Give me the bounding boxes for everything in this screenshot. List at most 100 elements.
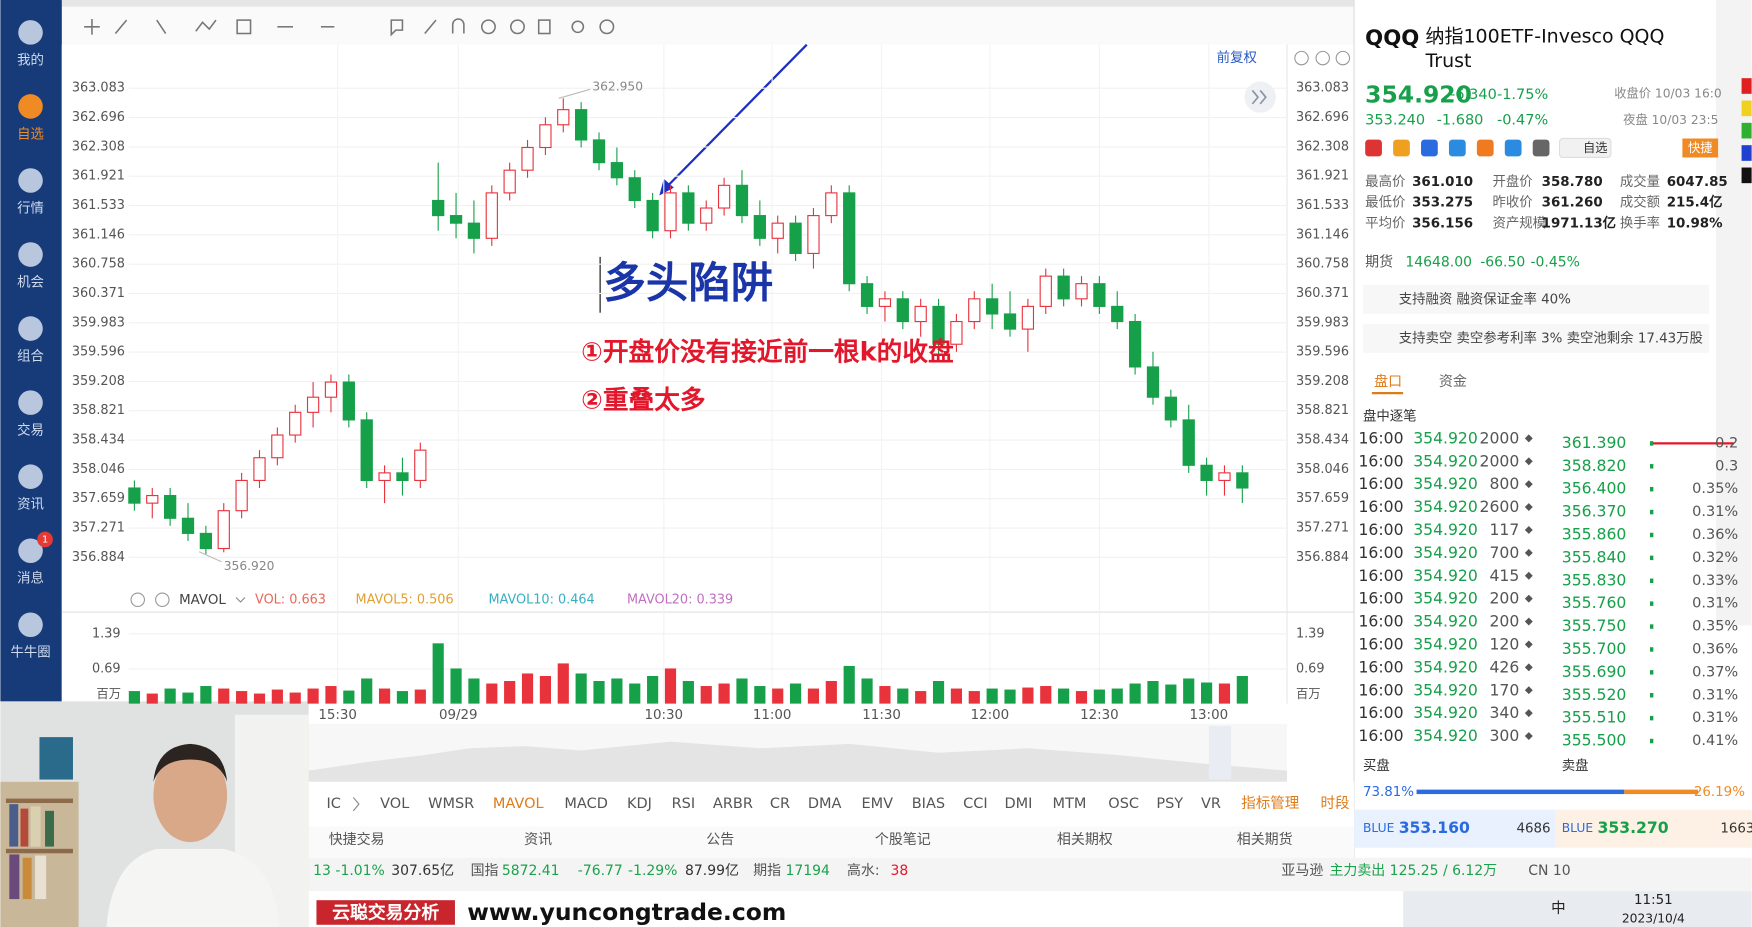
indicator-tab[interactable]: IC	[327, 796, 341, 812]
candle-body	[968, 298, 981, 323]
chart-area	[61, 44, 1355, 782]
indicator-tab[interactable]: MAVOL	[493, 796, 544, 812]
ime: 中	[1551, 900, 1566, 917]
book-pct: 0.31%	[1692, 504, 1738, 520]
x-tick-label: 11:30	[862, 708, 901, 723]
book-pct: 0.37%	[1692, 664, 1738, 680]
candle-body	[235, 479, 248, 512]
bottom-tab[interactable]: 相关期权	[1057, 832, 1113, 848]
indicator-tab[interactable]: OSC	[1108, 796, 1139, 812]
indicator-tab[interactable]: MTM	[1052, 796, 1086, 812]
trade-volume: 415	[1489, 566, 1519, 585]
feature-icon[interactable]	[1365, 139, 1382, 157]
annotation-note: ①开盘价没有接近前一根k的收盘	[581, 336, 954, 367]
trade-price: 354.920	[1413, 589, 1478, 608]
candle-body	[128, 487, 141, 504]
adjust-label[interactable]: 前复权	[1217, 49, 1257, 66]
watch-button[interactable]	[1558, 137, 1612, 159]
ask-bar	[1624, 789, 1699, 795]
trade-time: 16:00	[1358, 612, 1403, 631]
y-tick-label-right: 360.371	[1296, 286, 1349, 301]
price: 354.920	[1365, 81, 1472, 109]
indicator-tab[interactable]: PSY	[1156, 796, 1183, 812]
volume-bar	[1147, 681, 1159, 704]
feature-icon[interactable]	[1421, 139, 1438, 157]
tab-chevron[interactable]	[352, 797, 360, 812]
y-tick-label-right: 362.308	[1296, 139, 1349, 154]
feature-icon[interactable]	[1504, 139, 1522, 157]
feature-icon[interactable]	[1532, 139, 1550, 157]
indicator-tab[interactable]: MACD	[564, 796, 607, 812]
indicator-tab[interactable]: DMI	[1004, 796, 1032, 812]
book-tick	[1649, 670, 1654, 675]
feature-icon[interactable]	[1393, 139, 1410, 157]
low-label: 356.920	[224, 559, 275, 573]
indicator-name: MAVOL	[179, 593, 226, 608]
sidebar-icon[interactable]	[18, 464, 43, 489]
indicator-tab[interactable]: CCI	[963, 796, 988, 812]
high-leader	[558, 88, 591, 99]
indicator-tab[interactable]: VOL	[380, 796, 409, 812]
stat-label: 平均价	[1365, 215, 1405, 231]
indicator-tab[interactable]: CR	[770, 796, 790, 812]
indicator-tab[interactable]: KDJ	[627, 796, 652, 812]
sidebar-icon[interactable]	[18, 316, 43, 341]
y-tick-label-right: 359.208	[1296, 374, 1349, 389]
sidebar-icon[interactable]	[18, 242, 43, 267]
indicator-tab[interactable]: VR	[1201, 796, 1221, 812]
stat-label: 最低价	[1365, 195, 1405, 211]
sidebar-icon[interactable]	[18, 538, 43, 564]
bottom-tab[interactable]: 相关期货	[1237, 831, 1293, 848]
candle-body	[1218, 472, 1231, 481]
indicator-dropdown[interactable]	[235, 597, 246, 603]
tab[interactable]: 资金	[1439, 374, 1467, 390]
feature-icon[interactable]	[1448, 139, 1466, 157]
indicator-tab[interactable]: DMA	[808, 796, 842, 812]
symbol: QQQ	[1365, 26, 1419, 51]
book-pct: 0.2	[1715, 435, 1738, 451]
ticker-item: 高水:	[847, 862, 880, 879]
sidebar-icon[interactable]	[18, 612, 43, 638]
night-price: 353.240	[1365, 113, 1425, 129]
indicator-tab[interactable]: 时段	[1321, 795, 1350, 812]
volume-bar	[1236, 675, 1248, 704]
candle-body	[664, 192, 677, 232]
candle-body	[1164, 396, 1177, 421]
book-price: 355.760	[1562, 593, 1627, 612]
indicator-tab[interactable]: WMSR	[428, 796, 474, 812]
bottom-tab[interactable]: 公告	[706, 832, 734, 848]
tab[interactable]: 盘口	[1374, 373, 1402, 390]
bottom-tab[interactable]: 快捷交易	[329, 831, 385, 848]
sidebar-icon[interactable]	[18, 94, 43, 119]
volume-bar	[539, 675, 551, 704]
quick-button[interactable]	[1682, 138, 1719, 158]
y-tick-label-right: 358.046	[1296, 462, 1349, 477]
night-change: -1.680	[1437, 113, 1484, 129]
feature-icon[interactable]	[1476, 139, 1494, 157]
trade-time: 16:00	[1358, 589, 1403, 608]
indicator-tab[interactable]: BIAS	[912, 796, 945, 812]
trade-time: 16:00	[1358, 634, 1403, 653]
indicator-tab[interactable]: ARBR	[713, 796, 753, 812]
volume-bar	[182, 692, 194, 704]
indicator-tab[interactable]: EMV	[861, 796, 893, 812]
trade-price: 354.920	[1413, 680, 1478, 699]
sidebar-icon[interactable]	[18, 168, 43, 193]
bottom-tab[interactable]: 个股笔记	[875, 832, 931, 848]
ask-size: 1663	[1720, 822, 1752, 837]
bottom-tab[interactable]: 资讯	[524, 832, 552, 848]
sidebar-label: 组合	[17, 349, 44, 365]
sidebar-icon[interactable]	[18, 390, 43, 415]
bid-size: 4686	[1517, 822, 1551, 837]
volume-bar	[968, 691, 980, 704]
sidebar-icon[interactable]	[18, 20, 43, 45]
trade-volume: 170	[1489, 680, 1519, 699]
watermark-name: 云聪交易分析	[332, 902, 439, 924]
indicator-value: MAVOL20: 0.339	[627, 592, 733, 607]
indicator-tab[interactable]: 指标管理	[1241, 795, 1299, 812]
candle-body	[503, 169, 516, 194]
overview-handle[interactable]	[1208, 725, 1232, 780]
candle-body	[1093, 283, 1106, 307]
expand-button[interactable]	[1244, 81, 1276, 113]
indicator-tab[interactable]: RSI	[672, 796, 696, 812]
